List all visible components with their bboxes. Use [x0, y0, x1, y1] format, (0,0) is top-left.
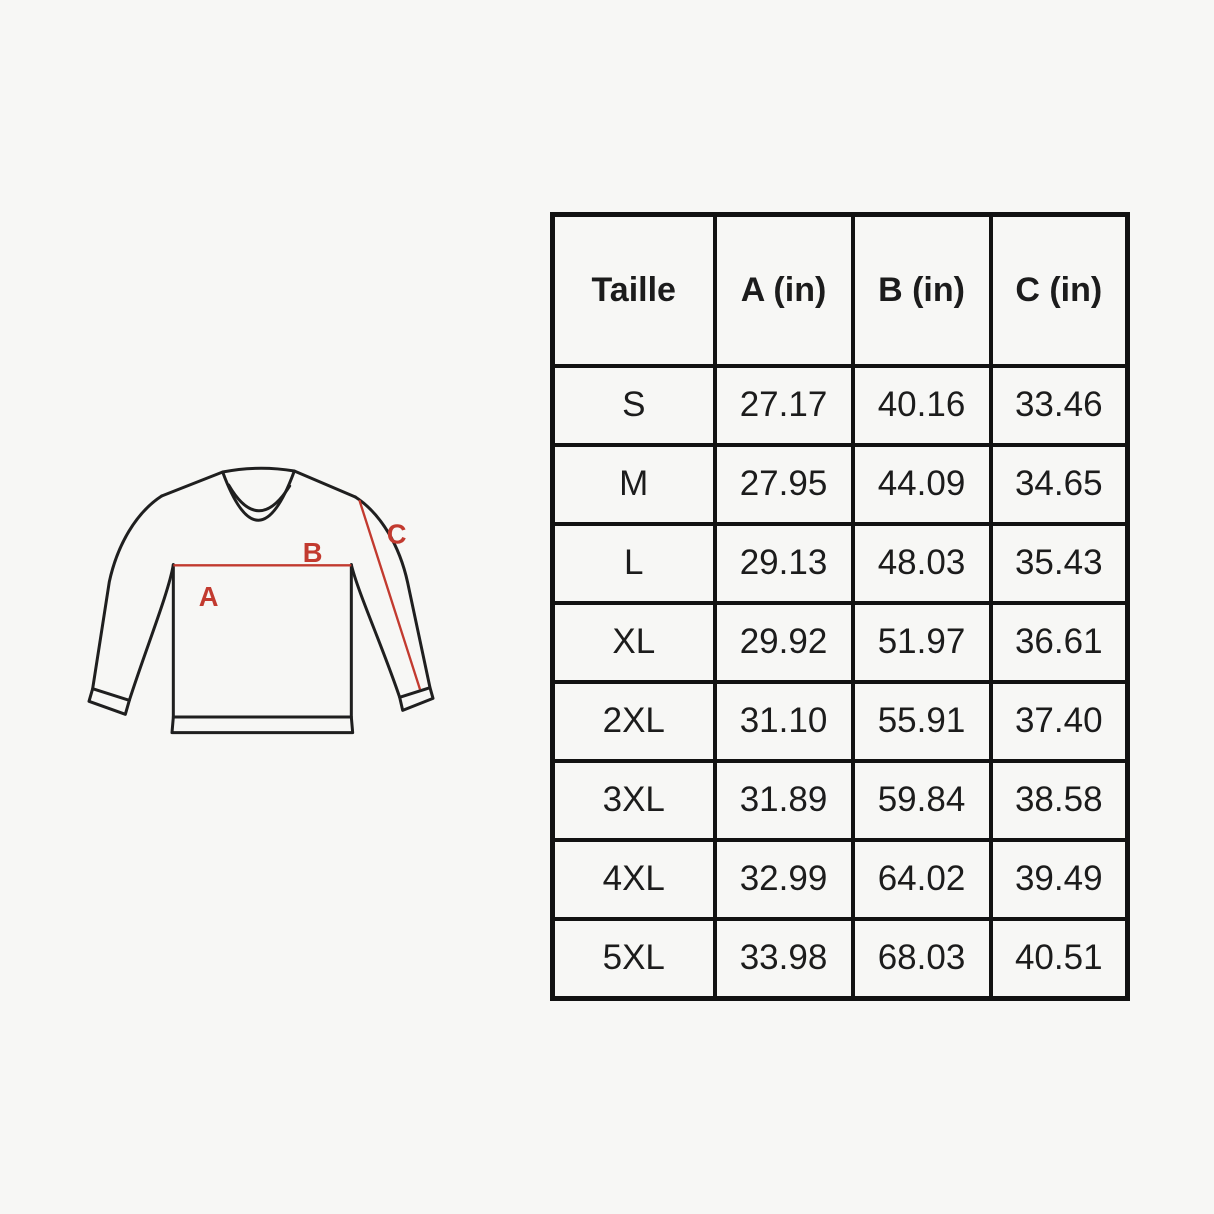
size-label-cell: S	[550, 363, 717, 447]
column-header-b: B (in)	[850, 212, 993, 368]
column-header-a: A (in)	[712, 212, 855, 368]
sweatshirt-outline	[87, 466, 435, 735]
size-label-cell: 2XL	[550, 679, 717, 763]
measurement-cell: 31.89	[712, 758, 855, 842]
table-row-4xl: 4XL 32.99 64.02 39.49	[550, 837, 1130, 921]
measurement-cell: 29.92	[712, 600, 855, 684]
shoulder-line	[160, 466, 357, 499]
measurement-cell: 37.40	[988, 679, 1130, 763]
measurement-cell: 35.43	[988, 521, 1130, 605]
size-label-cell: 5XL	[550, 916, 717, 1001]
measurement-cell: 32.99	[712, 837, 855, 921]
measurement-cell: 48.03	[850, 521, 993, 605]
measurement-cell: 59.84	[850, 758, 993, 842]
measurement-cell: 44.09	[850, 442, 993, 526]
column-header-c: C (in)	[988, 212, 1130, 368]
measurement-marks: A B C	[173, 499, 422, 690]
measurement-cell: 33.46	[988, 363, 1130, 447]
header-row: Taille A (in) B (in) C (in)	[550, 212, 1130, 368]
table-row-m: M 27.95 44.09 34.65	[550, 442, 1130, 526]
table-row-l: L 29.13 48.03 35.43	[550, 521, 1130, 605]
measurement-cell: 29.13	[712, 521, 855, 605]
measure-label-c: C	[387, 518, 407, 549]
measurement-cell: 51.97	[850, 600, 993, 684]
measure-label-b: B	[303, 537, 323, 568]
measurement-cell: 40.51	[988, 916, 1130, 1001]
size-label-cell: L	[550, 521, 717, 605]
measurement-cell: 68.03	[850, 916, 993, 1001]
left-sleeve	[87, 494, 175, 716]
measurement-cell: 40.16	[850, 363, 993, 447]
measure-line-c	[358, 499, 422, 690]
measurement-cell: 36.61	[988, 600, 1130, 684]
measurement-cell: 31.10	[712, 679, 855, 763]
measurement-cell: 27.95	[712, 442, 855, 526]
size-label-cell: M	[550, 442, 717, 526]
measure-label-a: A	[199, 581, 219, 612]
measurement-cell: 64.02	[850, 837, 993, 921]
body-outline	[170, 563, 355, 735]
size-label-cell: 3XL	[550, 758, 717, 842]
collar-inner-curve	[227, 483, 292, 513]
measurement-cell: 39.49	[988, 837, 1130, 921]
table-row-2xl: 2XL 31.10 55.91 37.40	[550, 679, 1130, 763]
column-header-size: Taille	[550, 212, 717, 368]
size-label-cell: XL	[550, 600, 717, 684]
size-label-cell: 4XL	[550, 837, 717, 921]
table-row-s: S 27.17 40.16 33.46	[550, 363, 1130, 447]
right-cuff-line	[398, 686, 432, 699]
size-chart-table: Taille A (in) B (in) C (in) S 27.17 40.1…	[550, 212, 1130, 1001]
table-row-xl: XL 29.92 51.97 36.61	[550, 600, 1130, 684]
measurement-cell: 27.17	[712, 363, 855, 447]
measurement-cell: 33.98	[712, 916, 855, 1001]
measurement-cell: 55.91	[850, 679, 993, 763]
measurement-cell: 38.58	[988, 758, 1130, 842]
left-cuff-line	[91, 687, 131, 702]
table-row-3xl: 3XL 31.89 59.84 38.58	[550, 758, 1130, 842]
table-row-5xl: 5XL 33.98 68.03 40.51	[550, 916, 1130, 1001]
measurement-cell: 34.65	[988, 442, 1130, 526]
right-sleeve	[349, 495, 435, 712]
garment-measurement-diagram: A B C	[87, 466, 435, 735]
